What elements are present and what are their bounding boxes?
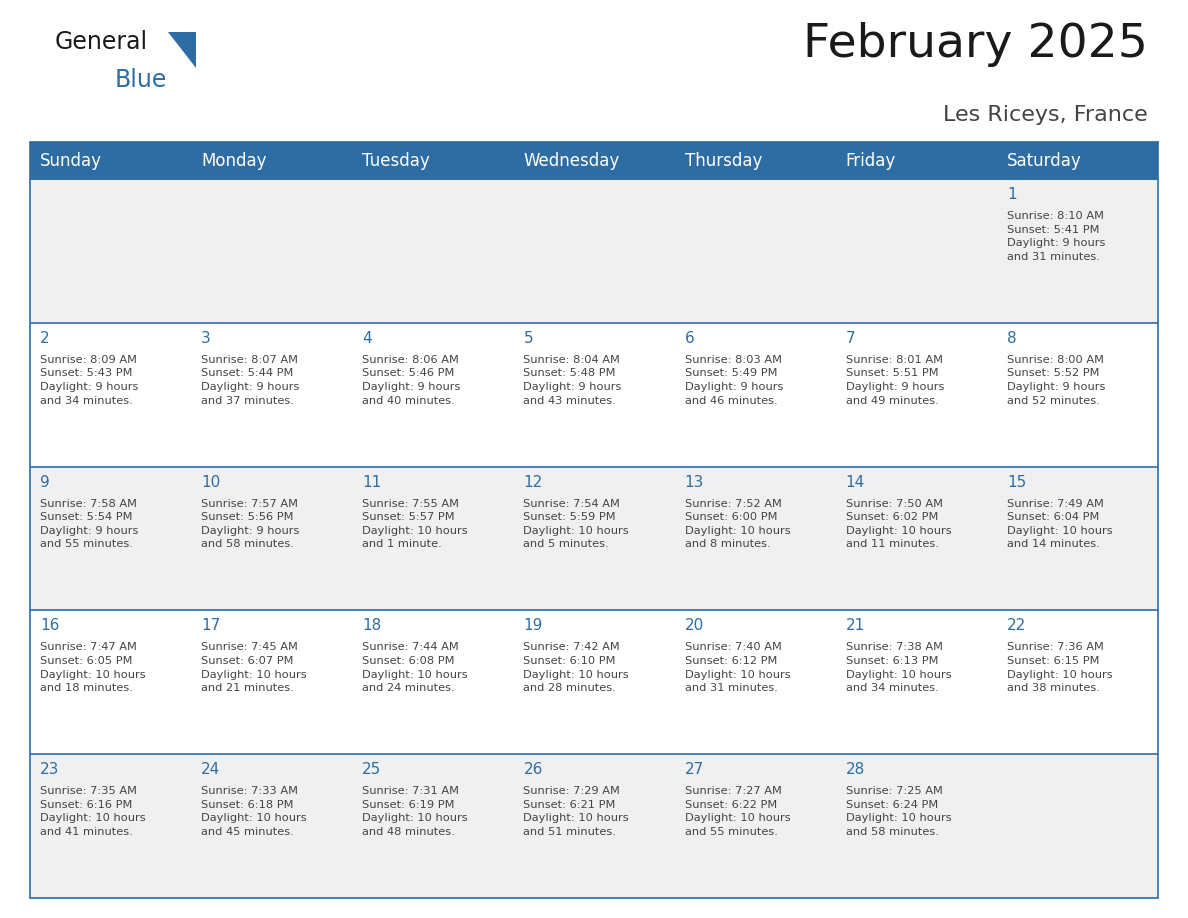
Text: 17: 17 bbox=[201, 619, 221, 633]
Text: Sunrise: 7:49 AM
Sunset: 6:04 PM
Daylight: 10 hours
and 14 minutes.: Sunrise: 7:49 AM Sunset: 6:04 PM Dayligh… bbox=[1007, 498, 1112, 549]
Text: 28: 28 bbox=[846, 762, 865, 778]
Text: 7: 7 bbox=[846, 330, 855, 346]
Text: Sunrise: 8:03 AM
Sunset: 5:49 PM
Daylight: 9 hours
and 46 minutes.: Sunrise: 8:03 AM Sunset: 5:49 PM Dayligh… bbox=[684, 354, 783, 406]
Text: Sunrise: 8:10 AM
Sunset: 5:41 PM
Daylight: 9 hours
and 31 minutes.: Sunrise: 8:10 AM Sunset: 5:41 PM Dayligh… bbox=[1007, 211, 1105, 262]
Bar bbox=[30, 179, 1158, 323]
Text: 23: 23 bbox=[40, 762, 59, 778]
Text: 2: 2 bbox=[40, 330, 50, 346]
Text: Sunrise: 7:47 AM
Sunset: 6:05 PM
Daylight: 10 hours
and 18 minutes.: Sunrise: 7:47 AM Sunset: 6:05 PM Dayligh… bbox=[40, 643, 146, 693]
Text: Tuesday: Tuesday bbox=[362, 151, 430, 170]
Text: Sunrise: 7:31 AM
Sunset: 6:19 PM
Daylight: 10 hours
and 48 minutes.: Sunrise: 7:31 AM Sunset: 6:19 PM Dayligh… bbox=[362, 786, 468, 837]
Text: Sunrise: 7:58 AM
Sunset: 5:54 PM
Daylight: 9 hours
and 55 minutes.: Sunrise: 7:58 AM Sunset: 5:54 PM Dayligh… bbox=[40, 498, 138, 549]
Text: Sunrise: 7:45 AM
Sunset: 6:07 PM
Daylight: 10 hours
and 21 minutes.: Sunrise: 7:45 AM Sunset: 6:07 PM Dayligh… bbox=[201, 643, 307, 693]
Text: Sunrise: 8:01 AM
Sunset: 5:51 PM
Daylight: 9 hours
and 49 minutes.: Sunrise: 8:01 AM Sunset: 5:51 PM Dayligh… bbox=[846, 354, 944, 406]
Text: 21: 21 bbox=[846, 619, 865, 633]
Text: 18: 18 bbox=[362, 619, 381, 633]
Bar bbox=[30, 142, 1158, 179]
Text: 19: 19 bbox=[524, 619, 543, 633]
Text: Sunrise: 7:35 AM
Sunset: 6:16 PM
Daylight: 10 hours
and 41 minutes.: Sunrise: 7:35 AM Sunset: 6:16 PM Dayligh… bbox=[40, 786, 146, 837]
Text: Blue: Blue bbox=[115, 68, 168, 92]
Text: Sunrise: 8:00 AM
Sunset: 5:52 PM
Daylight: 9 hours
and 52 minutes.: Sunrise: 8:00 AM Sunset: 5:52 PM Dayligh… bbox=[1007, 354, 1105, 406]
Text: Sunrise: 8:07 AM
Sunset: 5:44 PM
Daylight: 9 hours
and 37 minutes.: Sunrise: 8:07 AM Sunset: 5:44 PM Dayligh… bbox=[201, 354, 299, 406]
Text: 25: 25 bbox=[362, 762, 381, 778]
Text: Sunrise: 7:25 AM
Sunset: 6:24 PM
Daylight: 10 hours
and 58 minutes.: Sunrise: 7:25 AM Sunset: 6:24 PM Dayligh… bbox=[846, 786, 952, 837]
Text: Friday: Friday bbox=[846, 151, 896, 170]
Bar bbox=[30, 466, 1158, 610]
Text: 12: 12 bbox=[524, 475, 543, 489]
Text: 26: 26 bbox=[524, 762, 543, 778]
Text: Sunrise: 7:55 AM
Sunset: 5:57 PM
Daylight: 10 hours
and 1 minute.: Sunrise: 7:55 AM Sunset: 5:57 PM Dayligh… bbox=[362, 498, 468, 549]
Text: 27: 27 bbox=[684, 762, 703, 778]
Text: General: General bbox=[55, 30, 148, 54]
Text: Sunrise: 7:29 AM
Sunset: 6:21 PM
Daylight: 10 hours
and 51 minutes.: Sunrise: 7:29 AM Sunset: 6:21 PM Dayligh… bbox=[524, 786, 630, 837]
Bar bbox=[30, 323, 1158, 466]
Text: Sunrise: 7:50 AM
Sunset: 6:02 PM
Daylight: 10 hours
and 11 minutes.: Sunrise: 7:50 AM Sunset: 6:02 PM Dayligh… bbox=[846, 498, 952, 549]
Text: Sunrise: 7:44 AM
Sunset: 6:08 PM
Daylight: 10 hours
and 24 minutes.: Sunrise: 7:44 AM Sunset: 6:08 PM Dayligh… bbox=[362, 643, 468, 693]
Text: 14: 14 bbox=[846, 475, 865, 489]
Text: Sunday: Sunday bbox=[40, 151, 102, 170]
Text: 24: 24 bbox=[201, 762, 221, 778]
Text: Sunrise: 7:27 AM
Sunset: 6:22 PM
Daylight: 10 hours
and 55 minutes.: Sunrise: 7:27 AM Sunset: 6:22 PM Dayligh… bbox=[684, 786, 790, 837]
Text: 5: 5 bbox=[524, 330, 533, 346]
Text: 1: 1 bbox=[1007, 187, 1017, 202]
Text: 11: 11 bbox=[362, 475, 381, 489]
Text: Saturday: Saturday bbox=[1007, 151, 1081, 170]
Text: Sunrise: 7:40 AM
Sunset: 6:12 PM
Daylight: 10 hours
and 31 minutes.: Sunrise: 7:40 AM Sunset: 6:12 PM Dayligh… bbox=[684, 643, 790, 693]
Text: 22: 22 bbox=[1007, 619, 1026, 633]
Text: Sunrise: 7:54 AM
Sunset: 5:59 PM
Daylight: 10 hours
and 5 minutes.: Sunrise: 7:54 AM Sunset: 5:59 PM Dayligh… bbox=[524, 498, 630, 549]
Text: Sunrise: 7:33 AM
Sunset: 6:18 PM
Daylight: 10 hours
and 45 minutes.: Sunrise: 7:33 AM Sunset: 6:18 PM Dayligh… bbox=[201, 786, 307, 837]
Text: Sunrise: 8:09 AM
Sunset: 5:43 PM
Daylight: 9 hours
and 34 minutes.: Sunrise: 8:09 AM Sunset: 5:43 PM Dayligh… bbox=[40, 354, 138, 406]
Text: 9: 9 bbox=[40, 475, 50, 489]
Polygon shape bbox=[168, 32, 196, 68]
Text: 3: 3 bbox=[201, 330, 211, 346]
Text: 8: 8 bbox=[1007, 330, 1017, 346]
Text: Sunrise: 7:38 AM
Sunset: 6:13 PM
Daylight: 10 hours
and 34 minutes.: Sunrise: 7:38 AM Sunset: 6:13 PM Dayligh… bbox=[846, 643, 952, 693]
Text: 10: 10 bbox=[201, 475, 221, 489]
Text: 20: 20 bbox=[684, 619, 703, 633]
Text: Sunrise: 8:04 AM
Sunset: 5:48 PM
Daylight: 9 hours
and 43 minutes.: Sunrise: 8:04 AM Sunset: 5:48 PM Dayligh… bbox=[524, 354, 621, 406]
Text: Sunrise: 7:57 AM
Sunset: 5:56 PM
Daylight: 9 hours
and 58 minutes.: Sunrise: 7:57 AM Sunset: 5:56 PM Dayligh… bbox=[201, 498, 299, 549]
Text: Thursday: Thursday bbox=[684, 151, 762, 170]
Text: 13: 13 bbox=[684, 475, 704, 489]
Text: Wednesday: Wednesday bbox=[524, 151, 620, 170]
Text: Sunrise: 8:06 AM
Sunset: 5:46 PM
Daylight: 9 hours
and 40 minutes.: Sunrise: 8:06 AM Sunset: 5:46 PM Dayligh… bbox=[362, 354, 461, 406]
Text: 15: 15 bbox=[1007, 475, 1026, 489]
Text: February 2025: February 2025 bbox=[803, 22, 1148, 67]
Text: 4: 4 bbox=[362, 330, 372, 346]
Text: Les Riceys, France: Les Riceys, France bbox=[943, 105, 1148, 125]
Bar bbox=[30, 610, 1158, 755]
Bar bbox=[30, 755, 1158, 898]
Text: Sunrise: 7:36 AM
Sunset: 6:15 PM
Daylight: 10 hours
and 38 minutes.: Sunrise: 7:36 AM Sunset: 6:15 PM Dayligh… bbox=[1007, 643, 1112, 693]
Text: 6: 6 bbox=[684, 330, 694, 346]
Text: Sunrise: 7:52 AM
Sunset: 6:00 PM
Daylight: 10 hours
and 8 minutes.: Sunrise: 7:52 AM Sunset: 6:00 PM Dayligh… bbox=[684, 498, 790, 549]
Text: 16: 16 bbox=[40, 619, 59, 633]
Text: Sunrise: 7:42 AM
Sunset: 6:10 PM
Daylight: 10 hours
and 28 minutes.: Sunrise: 7:42 AM Sunset: 6:10 PM Dayligh… bbox=[524, 643, 630, 693]
Text: Monday: Monday bbox=[201, 151, 266, 170]
